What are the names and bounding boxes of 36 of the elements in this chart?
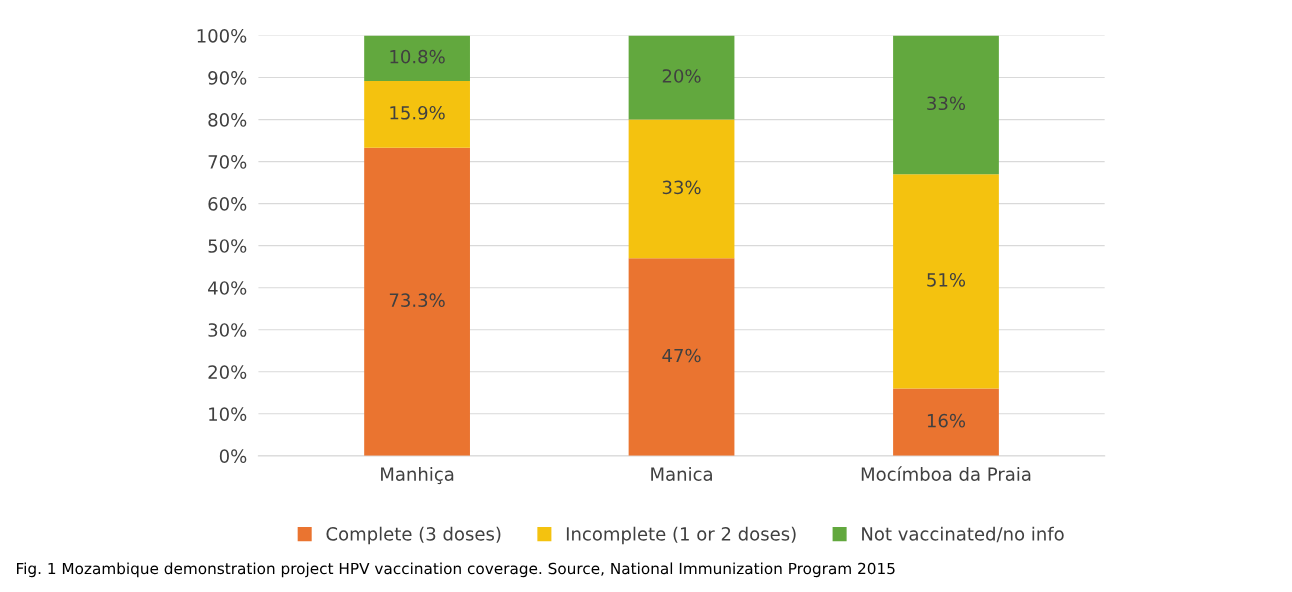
legend-label: Incomplete (1 or 2 doses): [566, 526, 796, 545]
data-label: 20%: [662, 69, 701, 83]
x-tick-label: Manhiça: [381, 466, 454, 485]
y-tick-label: 80%: [208, 113, 247, 127]
legend-label: Not vaccinated/no info: [862, 526, 1064, 543]
data-label: 33%: [662, 180, 701, 195]
bar: [893, 174, 999, 389]
bar: [364, 35, 470, 81]
bar: [893, 388, 999, 456]
data-label: 51%: [927, 272, 966, 287]
y-tick-label: 100%: [197, 28, 247, 43]
data-label: 73.3%: [389, 293, 445, 308]
data-label: 16%: [927, 413, 966, 428]
caption: Fig. 1 Mozambique demonstration project HPV vaccination coverage. Source, National Immunization Program 2015: [17, 562, 895, 578]
data-label: 47%: [662, 348, 701, 363]
y-tick-label: 90%: [208, 71, 247, 85]
data-label: 15.9%: [390, 105, 445, 120]
bar: [628, 35, 735, 120]
bar: [628, 119, 735, 259]
y-tick-label: 10%: [209, 407, 247, 421]
x-tick-label: Manica: [651, 466, 712, 481]
data-label: 10.8%: [390, 49, 445, 64]
y-tick-label: 60%: [208, 197, 247, 211]
y-tick-label: 30%: [208, 323, 247, 337]
x-tick-label: Mocímboa da Praia: [861, 466, 1031, 481]
bar: [364, 147, 470, 456]
y-tick-label: 70%: [208, 155, 247, 169]
y-tick-label: 40%: [208, 281, 247, 295]
bar: [893, 35, 999, 175]
y-tick-label: 50%: [208, 239, 247, 253]
bar: [364, 80, 470, 148]
data-label: 33%: [927, 96, 966, 111]
y-tick-label: 0%: [219, 449, 247, 463]
y-tick-label: 20%: [208, 365, 247, 379]
legend-label: Complete (3 doses): [326, 526, 501, 545]
bar: [628, 258, 735, 456]
